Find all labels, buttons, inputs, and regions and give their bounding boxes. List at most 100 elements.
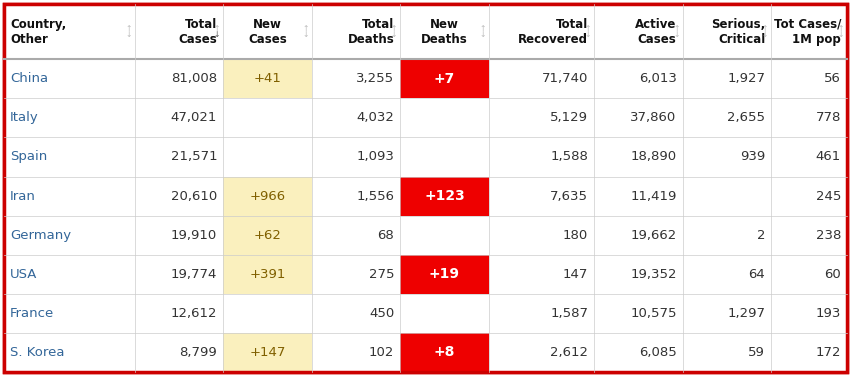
Text: Germany: Germany <box>10 229 71 242</box>
Bar <box>4 255 847 294</box>
Text: New
Cases: New Cases <box>248 18 287 45</box>
Text: Country,
Other: Country, Other <box>10 18 66 45</box>
Text: 1,093: 1,093 <box>357 150 394 164</box>
Text: ↑: ↑ <box>837 24 844 33</box>
Text: ↓: ↓ <box>673 30 680 39</box>
Text: ↑: ↑ <box>479 24 486 33</box>
Bar <box>400 176 488 215</box>
Text: +8: +8 <box>434 346 455 359</box>
Text: 19,352: 19,352 <box>630 268 677 281</box>
Text: China: China <box>10 72 49 85</box>
Text: France: France <box>10 307 54 320</box>
Text: ↓: ↓ <box>391 30 397 39</box>
Text: 275: 275 <box>368 268 394 281</box>
Text: ↓: ↓ <box>302 30 309 39</box>
Text: ↑: ↑ <box>302 24 309 33</box>
Text: 60: 60 <box>825 268 841 281</box>
Bar <box>4 98 847 137</box>
Bar <box>400 333 488 372</box>
Text: 5,129: 5,129 <box>550 111 588 124</box>
Text: ↑: ↑ <box>214 24 220 33</box>
Text: 1,556: 1,556 <box>357 190 394 203</box>
Bar <box>4 4 847 59</box>
Text: ↓: ↓ <box>585 30 591 39</box>
Text: ↓: ↓ <box>762 30 768 39</box>
Text: 6,013: 6,013 <box>639 72 677 85</box>
Text: S. Korea: S. Korea <box>10 346 65 359</box>
Text: 172: 172 <box>815 346 841 359</box>
Text: Italy: Italy <box>10 111 39 124</box>
Text: 245: 245 <box>815 190 841 203</box>
Text: Spain: Spain <box>10 150 48 164</box>
Text: 47,021: 47,021 <box>171 111 217 124</box>
Text: 939: 939 <box>740 150 765 164</box>
Text: 461: 461 <box>816 150 841 164</box>
Text: 81,008: 81,008 <box>171 72 217 85</box>
Bar <box>4 137 847 176</box>
Text: Active
Cases: Active Cases <box>635 18 677 45</box>
Text: Tot Cases/
1M pop: Tot Cases/ 1M pop <box>774 18 841 45</box>
Bar <box>223 333 311 372</box>
Bar <box>4 176 847 215</box>
Text: 18,890: 18,890 <box>631 150 677 164</box>
Text: 7,635: 7,635 <box>550 190 588 203</box>
Text: 450: 450 <box>369 307 394 320</box>
Text: ↑: ↑ <box>391 24 397 33</box>
Text: 147: 147 <box>563 268 588 281</box>
Text: 21,571: 21,571 <box>170 150 217 164</box>
Text: +123: +123 <box>424 189 465 203</box>
Text: 10,575: 10,575 <box>630 307 677 320</box>
Bar <box>223 59 311 98</box>
Bar <box>223 255 311 294</box>
Text: 238: 238 <box>815 229 841 242</box>
Text: 6,085: 6,085 <box>639 346 677 359</box>
Text: 1,587: 1,587 <box>550 307 588 320</box>
Text: ↓: ↓ <box>125 30 132 39</box>
Text: 68: 68 <box>378 229 394 242</box>
Text: ↑: ↑ <box>762 24 768 33</box>
Text: 71,740: 71,740 <box>542 72 588 85</box>
Bar <box>4 59 847 98</box>
Text: Iran: Iran <box>10 190 36 203</box>
Text: 2: 2 <box>757 229 765 242</box>
Text: 19,774: 19,774 <box>171 268 217 281</box>
Text: +41: +41 <box>254 72 282 85</box>
Bar <box>4 333 847 372</box>
Text: New
Deaths: New Deaths <box>421 18 468 45</box>
Text: +19: +19 <box>429 267 460 281</box>
Text: 180: 180 <box>563 229 588 242</box>
Text: ↓: ↓ <box>479 30 486 39</box>
Text: 2,612: 2,612 <box>550 346 588 359</box>
Bar <box>400 255 488 294</box>
Text: 4,032: 4,032 <box>357 111 394 124</box>
Text: 102: 102 <box>368 346 394 359</box>
Text: +391: +391 <box>249 268 286 281</box>
Text: 19,662: 19,662 <box>631 229 677 242</box>
Text: Serious,
Critical: Serious, Critical <box>711 18 765 45</box>
Text: 11,419: 11,419 <box>631 190 677 203</box>
Bar <box>400 59 488 98</box>
Text: +966: +966 <box>249 190 285 203</box>
Text: 56: 56 <box>824 72 841 85</box>
Text: 64: 64 <box>748 268 765 281</box>
Text: +62: +62 <box>254 229 282 242</box>
Text: 1,588: 1,588 <box>551 150 588 164</box>
Text: 3,255: 3,255 <box>356 72 394 85</box>
Text: ↓: ↓ <box>837 30 844 39</box>
Text: 1,927: 1,927 <box>727 72 765 85</box>
Text: 12,612: 12,612 <box>171 307 217 320</box>
Text: USA: USA <box>10 268 37 281</box>
Text: 8,799: 8,799 <box>180 346 217 359</box>
Text: Total
Cases: Total Cases <box>179 18 217 45</box>
Text: +147: +147 <box>249 346 286 359</box>
Text: Total
Deaths: Total Deaths <box>347 18 394 45</box>
Text: +7: +7 <box>434 72 455 86</box>
Text: 20,610: 20,610 <box>171 190 217 203</box>
Text: 1,297: 1,297 <box>727 307 765 320</box>
Text: ↑: ↑ <box>673 24 680 33</box>
Bar <box>223 176 311 215</box>
Text: 2,655: 2,655 <box>727 111 765 124</box>
Text: ↑: ↑ <box>585 24 591 33</box>
Text: ↑: ↑ <box>125 24 132 33</box>
Bar <box>4 294 847 333</box>
